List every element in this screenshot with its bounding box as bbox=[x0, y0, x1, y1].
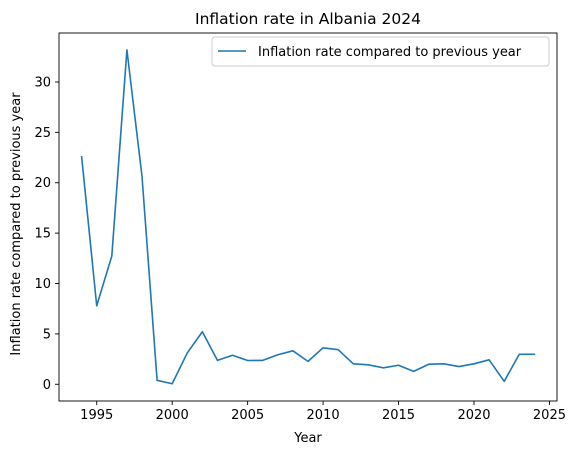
x-tick-label: 2020 bbox=[457, 408, 490, 423]
x-tick-label: 2010 bbox=[307, 408, 340, 423]
y-tick-label: 5 bbox=[43, 327, 51, 342]
axes-frame bbox=[58, 32, 558, 402]
y-tick-label: 30 bbox=[34, 75, 51, 90]
y-tick-label: 25 bbox=[34, 126, 51, 141]
y-tick-label: 20 bbox=[34, 176, 51, 191]
x-tick-label: 2015 bbox=[382, 408, 415, 423]
y-tick-label: 0 bbox=[43, 378, 51, 393]
x-axis-ticks: 1995 2000 2005 2010 2015 2020 2025 bbox=[80, 401, 566, 423]
legend: Inflation rate compared to previous year bbox=[211, 36, 550, 67]
y-axis-label: Inflation rate compared to previous year bbox=[9, 92, 24, 356]
plot-area bbox=[58, 32, 558, 402]
series-line-0 bbox=[80, 49, 536, 385]
x-tick-label: 1995 bbox=[80, 408, 113, 423]
x-axis-label: Year bbox=[293, 431, 322, 446]
legend-label: Inflation rate compared to previous year bbox=[258, 45, 522, 60]
y-tick-label: 15 bbox=[34, 227, 51, 242]
x-tick-label: 2000 bbox=[156, 408, 189, 423]
x-tick-label: 2025 bbox=[533, 408, 566, 423]
x-tick-label: 2005 bbox=[231, 408, 264, 423]
chart-title: Inflation rate in Albania 2024 bbox=[195, 10, 421, 28]
y-tick-label: 10 bbox=[34, 277, 51, 292]
legend-box bbox=[211, 36, 550, 67]
y-axis-ticks: 0 5 10 15 20 25 30 bbox=[34, 75, 59, 393]
